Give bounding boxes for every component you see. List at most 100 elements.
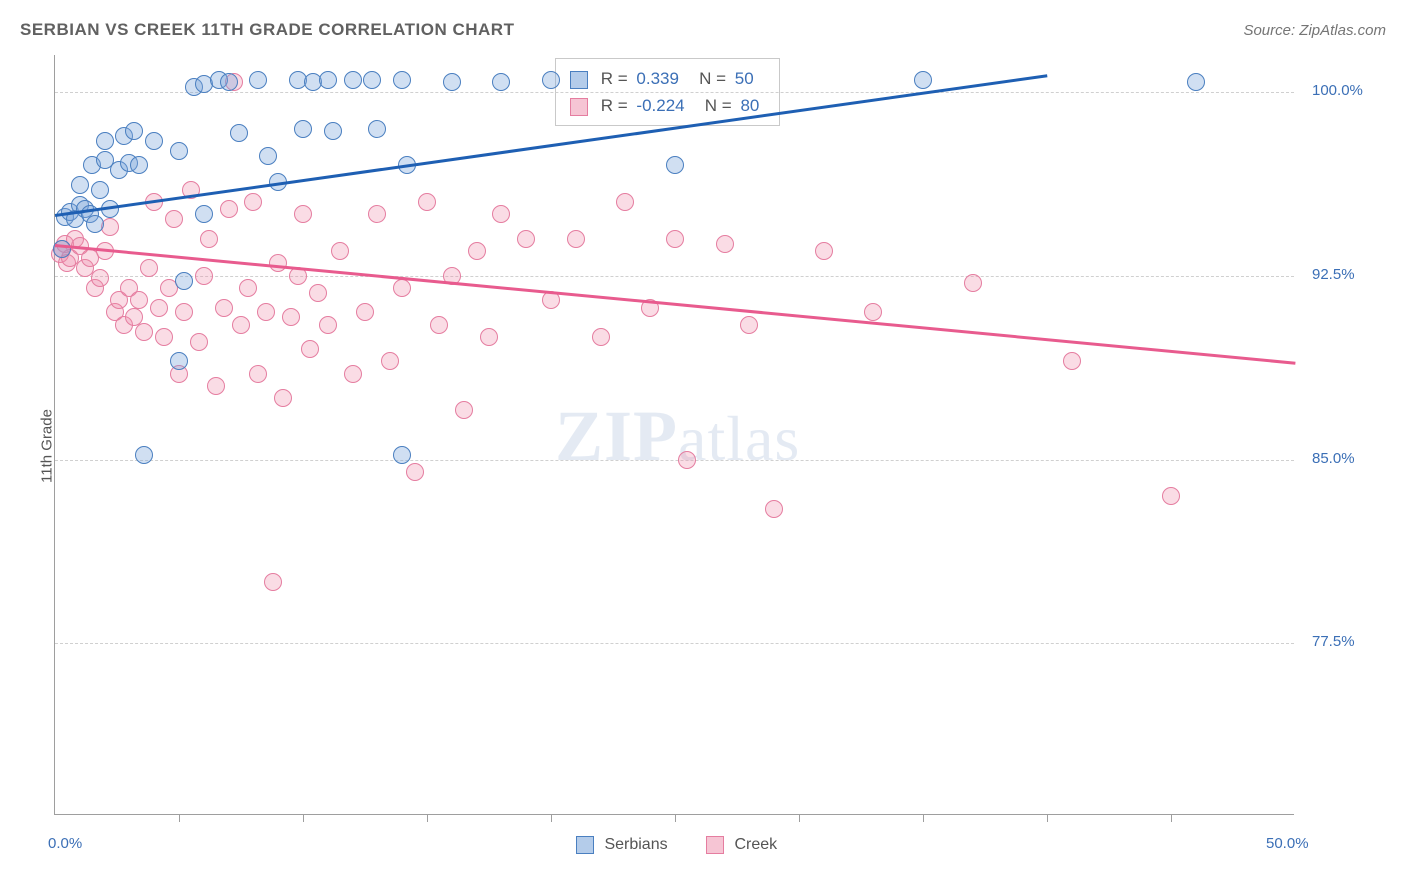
trend-line-serbians xyxy=(55,75,1047,217)
data-point-creek xyxy=(190,333,208,351)
data-point-creek xyxy=(200,230,218,248)
data-point-serbians xyxy=(666,156,684,174)
data-point-creek xyxy=(418,193,436,211)
data-point-creek xyxy=(864,303,882,321)
x-tick xyxy=(1047,814,1048,822)
trend-line-creek xyxy=(55,244,1295,364)
data-point-serbians xyxy=(71,176,89,194)
data-point-serbians xyxy=(175,272,193,290)
gridline xyxy=(55,92,1294,93)
data-point-serbians xyxy=(195,205,213,223)
data-point-creek xyxy=(239,279,257,297)
data-point-creek xyxy=(244,193,262,211)
data-point-creek xyxy=(282,308,300,326)
x-tick xyxy=(799,814,800,822)
data-point-creek xyxy=(140,259,158,277)
data-point-creek xyxy=(309,284,327,302)
x-tick xyxy=(303,814,304,822)
data-point-creek xyxy=(517,230,535,248)
data-point-creek xyxy=(616,193,634,211)
data-point-serbians xyxy=(319,71,337,89)
data-point-creek xyxy=(678,451,696,469)
y-tick-label: 85.0% xyxy=(1312,450,1355,467)
gridline xyxy=(55,276,1294,277)
x-tick xyxy=(427,814,428,822)
gridline xyxy=(55,643,1294,644)
data-point-creek xyxy=(274,389,292,407)
data-point-creek xyxy=(455,401,473,419)
data-point-creek xyxy=(220,200,238,218)
data-point-creek xyxy=(430,316,448,334)
data-point-creek xyxy=(319,316,337,334)
data-point-creek xyxy=(232,316,250,334)
legend-label-1: Serbians xyxy=(604,836,667,853)
data-point-creek xyxy=(567,230,585,248)
data-point-creek xyxy=(150,299,168,317)
data-point-creek xyxy=(269,254,287,272)
data-point-serbians xyxy=(542,71,560,89)
legend-label-2: Creek xyxy=(734,836,777,853)
data-point-creek xyxy=(815,242,833,260)
data-point-creek xyxy=(175,303,193,321)
data-point-serbians xyxy=(294,120,312,138)
data-point-creek xyxy=(130,291,148,309)
watermark-bold: ZIP xyxy=(555,396,678,476)
x-tick xyxy=(551,814,552,822)
data-point-serbians xyxy=(145,132,163,150)
data-point-serbians xyxy=(91,181,109,199)
data-point-serbians xyxy=(170,142,188,160)
data-point-serbians xyxy=(230,124,248,142)
plot-area: ZIPatlas R = 0.339 N = 50 R = -0.224 N =… xyxy=(54,55,1294,815)
data-point-creek xyxy=(294,205,312,223)
gridline xyxy=(55,460,1294,461)
data-point-serbians xyxy=(135,446,153,464)
x-tick xyxy=(179,814,180,822)
data-point-creek xyxy=(257,303,275,321)
stats-swatch-pink xyxy=(570,98,588,116)
r-label-1: R = xyxy=(601,69,628,88)
data-point-creek xyxy=(480,328,498,346)
data-point-creek xyxy=(195,267,213,285)
legend-swatch-pink xyxy=(706,836,724,854)
stats-row-1: R = 0.339 N = 50 xyxy=(570,65,765,92)
data-point-creek xyxy=(331,242,349,260)
chart-container: { "title": "SERBIAN VS CREEK 11TH GRADE … xyxy=(0,0,1406,892)
n-value-2: 80 xyxy=(740,96,759,115)
data-point-creek xyxy=(381,352,399,370)
data-point-creek xyxy=(207,377,225,395)
r-label-2: R = xyxy=(601,96,628,115)
data-point-serbians xyxy=(249,71,267,89)
data-point-creek xyxy=(249,365,267,383)
r-value-1: 0.339 xyxy=(636,69,679,88)
y-axis-label: 11th Grade xyxy=(38,409,55,483)
data-point-serbians xyxy=(1187,73,1205,91)
data-point-serbians xyxy=(368,120,386,138)
data-point-creek xyxy=(1063,352,1081,370)
data-point-serbians xyxy=(324,122,342,140)
data-point-serbians xyxy=(443,73,461,91)
x-tick-label-max: 50.0% xyxy=(1266,835,1309,852)
source-label: Source: ZipAtlas.com xyxy=(1243,22,1386,39)
data-point-creek xyxy=(492,205,510,223)
n-label-2: N = xyxy=(705,96,732,115)
data-point-serbians xyxy=(492,73,510,91)
legend-series1: Serbians xyxy=(576,836,668,854)
data-point-creek xyxy=(368,205,386,223)
legend-swatch-blue xyxy=(576,836,594,854)
data-point-creek xyxy=(740,316,758,334)
data-point-creek xyxy=(135,323,153,341)
data-point-serbians xyxy=(220,73,238,91)
data-point-serbians xyxy=(344,71,362,89)
data-point-creek xyxy=(264,573,282,591)
data-point-serbians xyxy=(259,147,277,165)
data-point-creek xyxy=(765,500,783,518)
data-point-creek xyxy=(356,303,374,321)
data-point-creek xyxy=(165,210,183,228)
data-point-serbians xyxy=(170,352,188,370)
data-point-creek xyxy=(468,242,486,260)
x-tick xyxy=(1171,814,1172,822)
watermark: ZIPatlas xyxy=(555,395,800,478)
data-point-creek xyxy=(1162,487,1180,505)
n-label-1: N = xyxy=(699,69,726,88)
data-point-serbians xyxy=(914,71,932,89)
